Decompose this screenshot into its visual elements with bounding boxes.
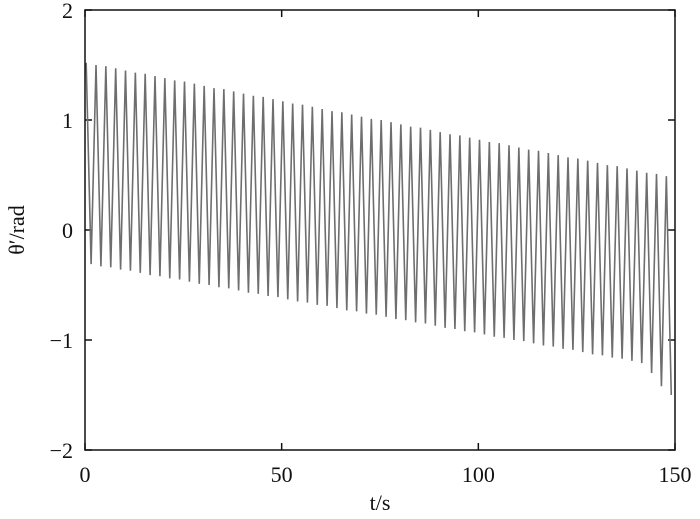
y-tick-label: −2 [50,438,73,463]
x-axis-label: t/s [370,490,391,515]
x-tick-label: 150 [659,462,692,487]
plot-frame [84,9,676,451]
y-tick-label: 0 [62,218,73,243]
y-tick-label: 1 [62,108,73,133]
x-tick-label: 100 [462,462,495,487]
y-tick-label: −1 [50,328,73,353]
data-line [85,62,673,396]
y-axis-label: θ′/rad [4,205,29,255]
x-tick-label: 0 [80,462,91,487]
x-tick-label: 50 [271,462,293,487]
y-tick-label: 2 [62,0,73,23]
